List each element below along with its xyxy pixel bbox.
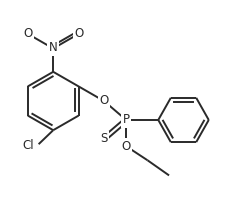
Text: P: P [123,114,130,126]
Text: O: O [99,95,109,107]
Text: N: N [49,41,58,54]
Text: O: O [74,27,83,40]
Text: S: S [100,133,108,145]
Text: O: O [23,27,33,40]
Text: O: O [122,140,131,153]
Text: Cl: Cl [23,139,34,152]
